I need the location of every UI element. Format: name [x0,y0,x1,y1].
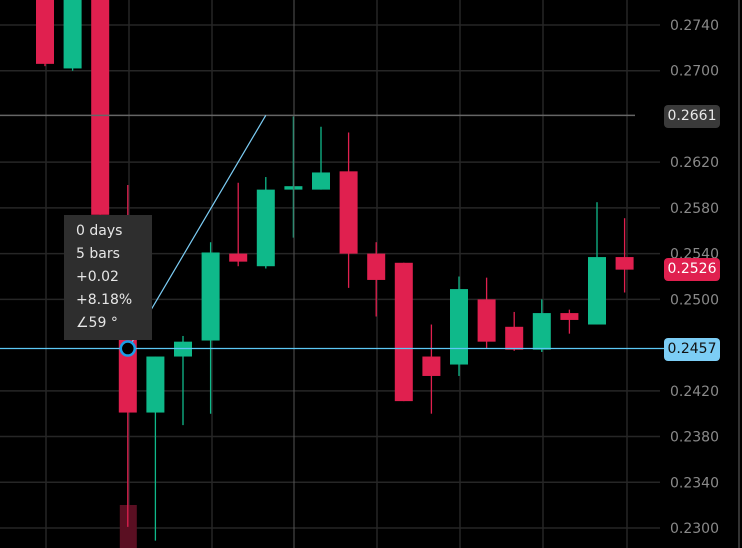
y-tick-label: 0.2500 [670,292,719,308]
y-tick-label: 0.2380 [670,430,719,446]
candle-body [256,189,275,267]
candle-body [450,289,468,365]
candle-body [367,253,386,280]
trend-line-handle[interactable] [119,340,137,357]
tooltip-angle: ∠59 ° [76,315,118,331]
candle-body [63,0,82,69]
candle-body [91,0,110,215]
candle-body [312,172,330,190]
y-tick-label: 0.2580 [670,201,719,217]
y-tick-label: 0.2300 [670,521,719,537]
y-tick-label: 0.2420 [670,384,719,400]
candle-body [560,313,579,320]
tooltip-change: +0.02 [76,269,119,285]
tooltip-bars: 5 bars [76,246,120,262]
candle-body [477,299,496,342]
candle-body [505,326,524,350]
horizontal-line-price-badge: 0.2661 [664,105,720,128]
candle-body [615,257,634,270]
candle-body [532,313,551,350]
y-tick-label: 0.2340 [670,475,719,491]
candle-body [146,356,165,413]
y-tick-label: 0.2740 [670,18,719,34]
candle-body [422,356,441,376]
candle-body [229,253,248,262]
crosshair-price-badge: 0.2457 [664,338,720,361]
candle-body [588,257,606,325]
candle-body [339,171,358,254]
candle-body [284,186,303,190]
tooltip-percent: +8.18% [76,292,133,308]
y-tick-label: 0.2700 [670,64,719,80]
candle-body [201,252,220,341]
candle-body [36,0,54,64]
candle-body [394,262,413,402]
last-price-badge: 0.2526 [664,258,720,281]
measure-tooltip: 0 days 5 bars +0.02 +8.18% ∠59 ° [64,215,152,340]
y-tick-label: 0.2620 [670,155,719,171]
tooltip-days: 0 days [76,223,123,239]
